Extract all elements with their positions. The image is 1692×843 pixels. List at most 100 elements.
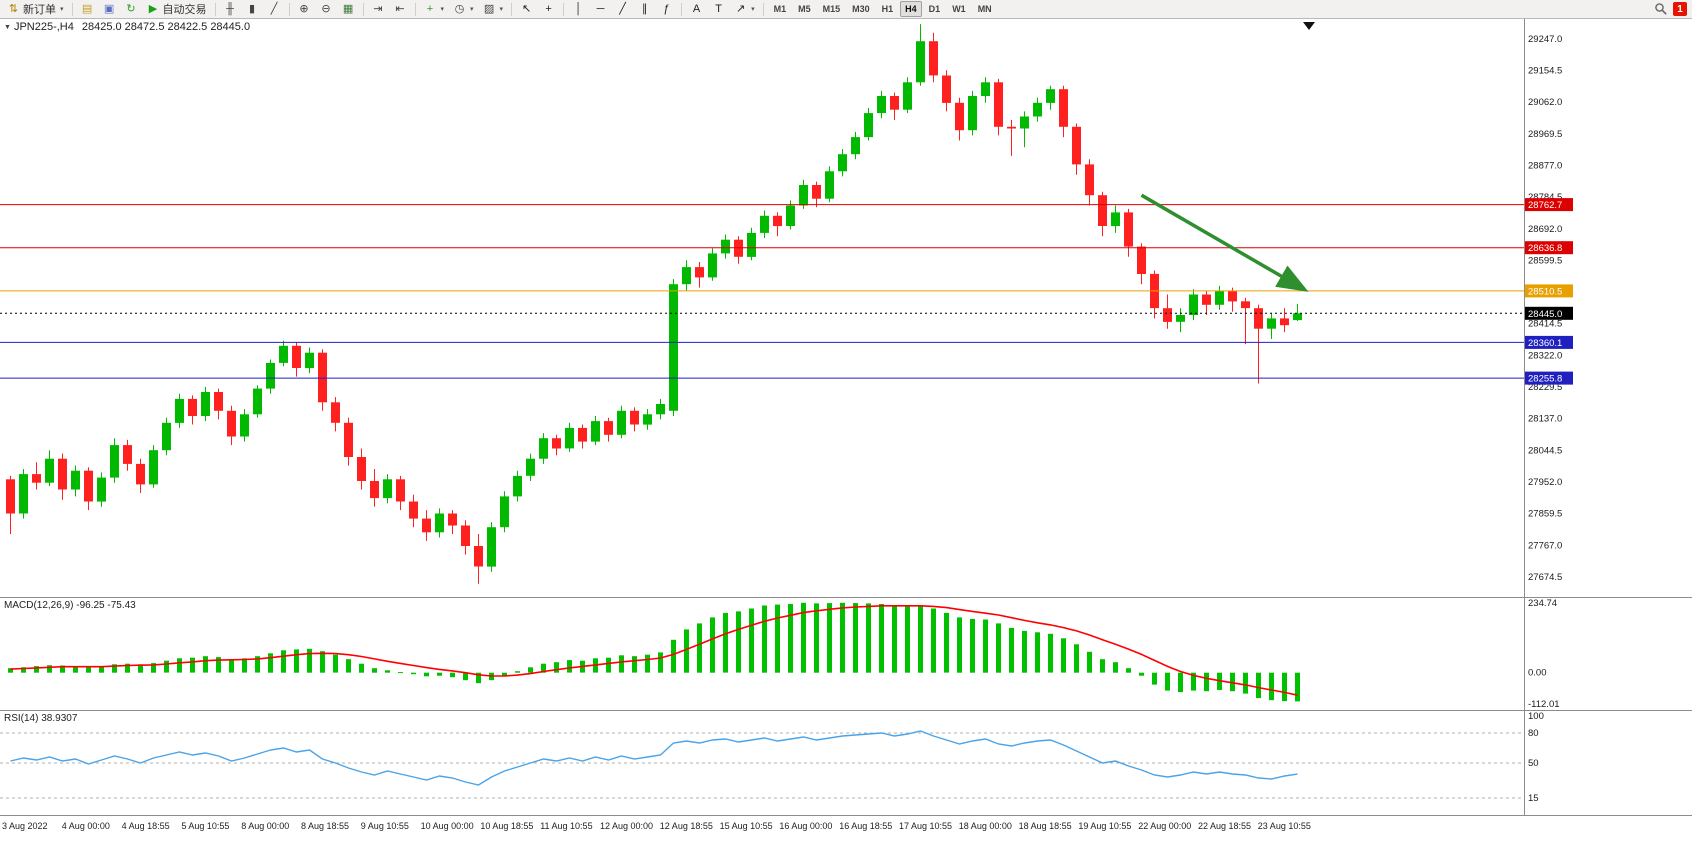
timeframe-MN[interactable]: MN <box>977 4 992 14</box>
candle-body <box>162 422 171 451</box>
templates-button[interactable]: ▨ ▾ <box>479 1 508 18</box>
candle-body <box>383 479 392 499</box>
refresh-button[interactable]: ↻ <box>121 1 142 18</box>
new-order-button[interactable]: ⇅ 新订单 ▾ <box>3 1 68 18</box>
candle-body <box>682 267 691 285</box>
channel-button[interactable]: ∥ <box>634 1 655 18</box>
rsi-chart[interactable]: 100 80 50 15 <box>0 711 1692 815</box>
time-axis-label: 8 Aug 18:55 <box>301 821 350 831</box>
candle-body <box>1111 212 1120 227</box>
horizontal-line-button[interactable]: ─ <box>590 1 611 18</box>
new-chart-icon: + <box>426 2 434 15</box>
charts-grid-button[interactable]: ▤ <box>77 1 98 18</box>
trend-arrow[interactable] <box>1140 193 1309 292</box>
timeframe-H4[interactable]: H4 <box>900 1 922 17</box>
price-badge <box>1525 198 1573 212</box>
candle-body <box>487 527 496 567</box>
chart-shift-button[interactable]: ⇤ <box>390 1 411 18</box>
auto-scroll-icon: ⇥ <box>373 2 383 15</box>
macd-histogram-bar <box>450 672 455 678</box>
candlestick-chart-button[interactable]: ▮ <box>242 1 263 18</box>
macd-histogram-bar <box>723 612 728 673</box>
notification-badge[interactable]: 1 <box>1673 2 1687 16</box>
macd-histogram-bar <box>814 603 819 673</box>
candle-body <box>994 82 1003 127</box>
rsi-pane[interactable]: 100 80 50 15 RSI(14) 38.9307 <box>0 711 1692 816</box>
timeframe-W1[interactable]: W1 <box>952 4 966 14</box>
print-button[interactable]: ▣ <box>99 1 120 18</box>
vertical-line-button[interactable]: │ <box>568 1 589 18</box>
candle-body <box>630 410 639 425</box>
timeframe-M15[interactable]: M15 <box>822 4 841 14</box>
timeframe-H1[interactable]: H1 <box>881 4 894 14</box>
trendline-button[interactable]: ╱ <box>612 1 633 18</box>
candle-body <box>32 474 41 483</box>
macd-histogram-bar <box>957 617 962 673</box>
timeframe-M5[interactable]: M5 <box>798 4 811 14</box>
timeframe-M1[interactable]: M1 <box>773 4 787 14</box>
candle-body <box>656 404 665 415</box>
zoom-in-button[interactable]: ⊕ <box>294 1 315 18</box>
cursor-button[interactable]: ↖ <box>516 1 537 18</box>
auto-scroll-button[interactable]: ⇥ <box>368 1 389 18</box>
text-button[interactable]: A <box>686 1 707 18</box>
macd-histogram-bar <box>372 668 377 673</box>
chevron-down-icon: ▾ <box>470 6 474 13</box>
rsi-axis-label: 80 <box>1528 728 1539 739</box>
candle-body <box>357 457 366 481</box>
macd-histogram-bar <box>424 672 429 677</box>
new-chart-button[interactable]: + ▾ <box>420 1 449 18</box>
zoom-out-button[interactable]: ⊖ <box>316 1 337 18</box>
macd-histogram-bar <box>1087 651 1092 673</box>
candle-body <box>58 458 67 490</box>
time-axis-label: 19 Aug 10:55 <box>1078 821 1132 831</box>
text-label-button[interactable]: T <box>708 1 729 18</box>
arrows-button[interactable]: ↗ ▾ <box>730 1 759 18</box>
toolbar-separator <box>362 2 364 16</box>
candle-body <box>305 352 314 369</box>
periods-button[interactable]: ◷ ▾ <box>449 1 478 18</box>
candle-body <box>214 392 223 411</box>
macd-histogram-bar <box>1282 672 1287 702</box>
macd-histogram-bar <box>47 665 52 673</box>
candle-body <box>45 458 54 483</box>
candle-body <box>84 470 93 502</box>
macd-axis-label: -112.01 <box>1528 699 1560 710</box>
macd-histogram-bar <box>1243 672 1248 694</box>
timeframe-M30[interactable]: M30 <box>852 4 870 14</box>
price-axis-label: 28322.0 <box>1528 350 1562 361</box>
candle-body <box>1241 301 1250 309</box>
macd-histogram-bar <box>1022 630 1027 673</box>
main-chart-pane[interactable]: 29247.0 29154.5 29062.0 28969.5 28877.0 28784… <box>0 19 1692 598</box>
candle-body <box>890 96 899 110</box>
tile-windows-button[interactable]: ▦ <box>338 1 359 18</box>
line-chart-button[interactable]: ╱ <box>264 1 285 18</box>
fibonacci-button[interactable]: ƒ <box>656 1 677 18</box>
search-icon[interactable] <box>1654 2 1668 16</box>
cursor-icon: ↖ <box>521 2 532 15</box>
price-axis-label: 29154.5 <box>1528 66 1562 77</box>
macd-histogram-bar <box>333 654 338 673</box>
macd-histogram-bar <box>905 606 910 673</box>
macd-chart[interactable]: 234.74 0.00 -112.01 <box>0 598 1692 710</box>
text-label-icon: T <box>715 2 722 15</box>
zoom-in-icon: ⊕ <box>299 2 309 15</box>
macd-pane[interactable]: 234.74 0.00 -112.01 MACD(12,26,9) -96.25 -… <box>0 598 1692 711</box>
crosshair-button[interactable]: + <box>538 1 559 18</box>
macd-histogram-bar <box>281 650 286 673</box>
candlestick-chart[interactable]: 29247.0 29154.5 29062.0 28969.5 28877.0 28784… <box>0 19 1692 597</box>
candle-body <box>318 352 327 403</box>
macd-histogram-bar <box>528 667 533 673</box>
candle-body <box>1176 315 1185 322</box>
time-axis-label: 8 Aug 00:00 <box>241 821 290 831</box>
candle-body <box>500 496 509 528</box>
candle-body <box>409 501 418 519</box>
candle-body <box>773 215 782 227</box>
candle-body <box>422 518 431 533</box>
candle-body <box>1228 291 1237 302</box>
timeframe-D1[interactable]: D1 <box>928 4 941 14</box>
candle-body <box>864 113 873 138</box>
macd-signal-line <box>10 605 1298 696</box>
bar-chart-button[interactable]: ╫ <box>220 1 241 18</box>
autotrading-button[interactable]: ▶ 自动交易 <box>143 1 211 18</box>
